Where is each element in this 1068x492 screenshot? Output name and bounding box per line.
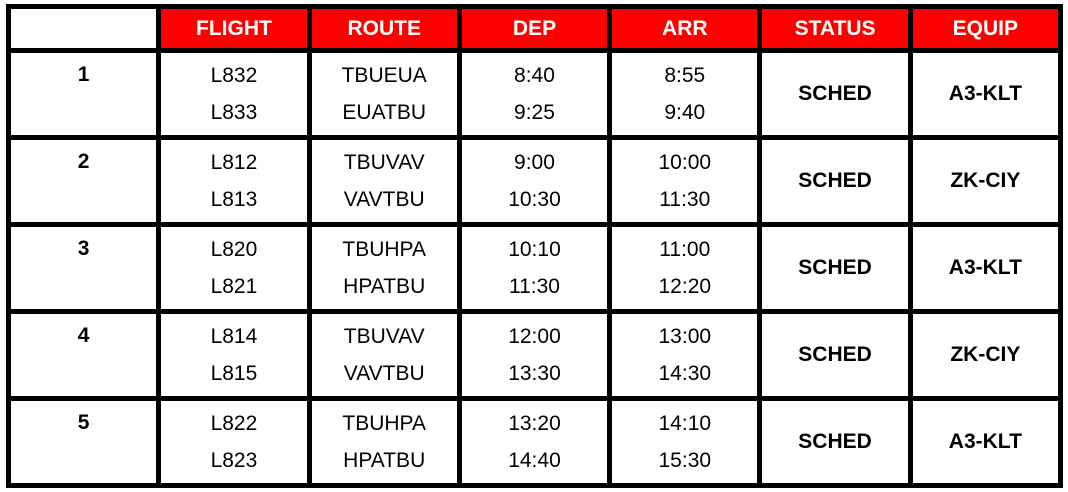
group-number: 3: [11, 227, 157, 309]
status: SCHED: [762, 314, 908, 396]
arrival-time: 9:40: [664, 100, 706, 124]
header-corner: [11, 9, 157, 48]
status: SCHED: [762, 401, 908, 483]
departure-time-cell: 8:40 9:25: [461, 53, 608, 135]
flight-schedule-table: FLIGHT ROUTE DEP ARR STATUS EQUIP 1 L832 L…: [6, 4, 1063, 488]
flight-number: L823: [210, 448, 258, 472]
header-flight: FLIGHT: [161, 9, 307, 48]
group-number: 5: [11, 401, 157, 483]
arrival-time-cell: 8:55 9:40: [612, 53, 758, 135]
departure-time-cell: 12:00 13:30: [461, 314, 608, 396]
group-number: 2: [11, 140, 157, 222]
status: SCHED: [762, 227, 908, 309]
arrival-time: 11:30: [659, 187, 711, 211]
arrival-time: 11:00: [659, 237, 711, 261]
route-cell: TBUVAV VAVTBU: [311, 140, 457, 222]
flight-number-cell: L814 L815: [161, 314, 307, 396]
route: TBUHPA: [342, 237, 427, 261]
flight-number-cell: L832 L833: [161, 53, 307, 135]
arrival-time: 14:30: [658, 361, 712, 385]
departure-time-cell: 9:00 10:30: [461, 140, 608, 222]
departure-time: 14:40: [508, 448, 561, 472]
arrival-time-cell: 13:00 14:30: [612, 314, 758, 396]
status: SCHED: [762, 140, 908, 222]
flight-number-cell: L822 L823: [161, 401, 307, 483]
route-cell: TBUVAV VAVTBU: [311, 314, 457, 396]
departure-time: 11:30: [508, 274, 560, 298]
flight-number: L814: [210, 324, 258, 348]
flight-number: L812: [210, 150, 258, 174]
status: SCHED: [762, 53, 908, 135]
arrival-time: 12:20: [658, 274, 712, 298]
route: TBUEUA: [341, 63, 427, 87]
route-cell: TBUHPA HPATBU: [311, 227, 457, 309]
group-number: 4: [11, 314, 157, 396]
flight-number-cell: L820 L821: [161, 227, 307, 309]
equipment: A3-KLT: [912, 53, 1058, 135]
route: EUATBU: [342, 100, 427, 124]
group-number: 1: [11, 53, 157, 135]
flight-number: L833: [210, 100, 258, 124]
route: HPATBU: [343, 274, 426, 298]
departure-time: 10:30: [508, 187, 561, 211]
arrival-time: 15:30: [658, 448, 712, 472]
departure-time-cell: 13:20 14:40: [461, 401, 608, 483]
arrival-time-cell: 11:00 12:20: [612, 227, 758, 309]
header-equip: EQUIP: [912, 9, 1058, 48]
departure-time: 12:00: [508, 324, 561, 348]
route: TBUVAV: [343, 150, 425, 174]
arrival-time-cell: 10:00 11:30: [612, 140, 758, 222]
header-status: STATUS: [762, 9, 908, 48]
arrival-time: 14:10: [658, 411, 712, 435]
header-arr: ARR: [612, 9, 758, 48]
equipment: ZK-CIY: [912, 140, 1058, 222]
route-cell: TBUEUA EUATBU: [311, 53, 457, 135]
route-cell: TBUHPA HPATBU: [311, 401, 457, 483]
flight-number: L815: [210, 361, 258, 385]
flight-number: L821: [210, 274, 258, 298]
departure-time: 8:40: [514, 63, 555, 87]
departure-time: 10:10: [508, 237, 561, 261]
departure-time: 13:30: [508, 361, 561, 385]
arrival-time-cell: 14:10 15:30: [612, 401, 758, 483]
flight-number-cell: L812 L813: [161, 140, 307, 222]
departure-time: 13:20: [508, 411, 561, 435]
equipment: A3-KLT: [912, 401, 1058, 483]
header-route: ROUTE: [311, 9, 457, 48]
flight-number: L820: [210, 237, 258, 261]
departure-time: 9:25: [514, 100, 555, 124]
route: TBUVAV: [343, 324, 425, 348]
flight-number: L822: [210, 411, 258, 435]
header-dep: DEP: [461, 9, 608, 48]
route: VAVTBU: [343, 361, 425, 385]
arrival-time: 8:55: [664, 63, 706, 87]
route: HPATBU: [343, 448, 426, 472]
flight-number: L813: [210, 187, 258, 211]
route: TBUHPA: [342, 411, 427, 435]
equipment: ZK-CIY: [912, 314, 1058, 396]
departure-time-cell: 10:10 11:30: [461, 227, 608, 309]
flight-number: L832: [210, 63, 258, 87]
departure-time: 9:00: [514, 150, 555, 174]
equipment: A3-KLT: [912, 227, 1058, 309]
route: VAVTBU: [343, 187, 425, 211]
arrival-time: 13:00: [658, 324, 712, 348]
arrival-time: 10:00: [658, 150, 712, 174]
